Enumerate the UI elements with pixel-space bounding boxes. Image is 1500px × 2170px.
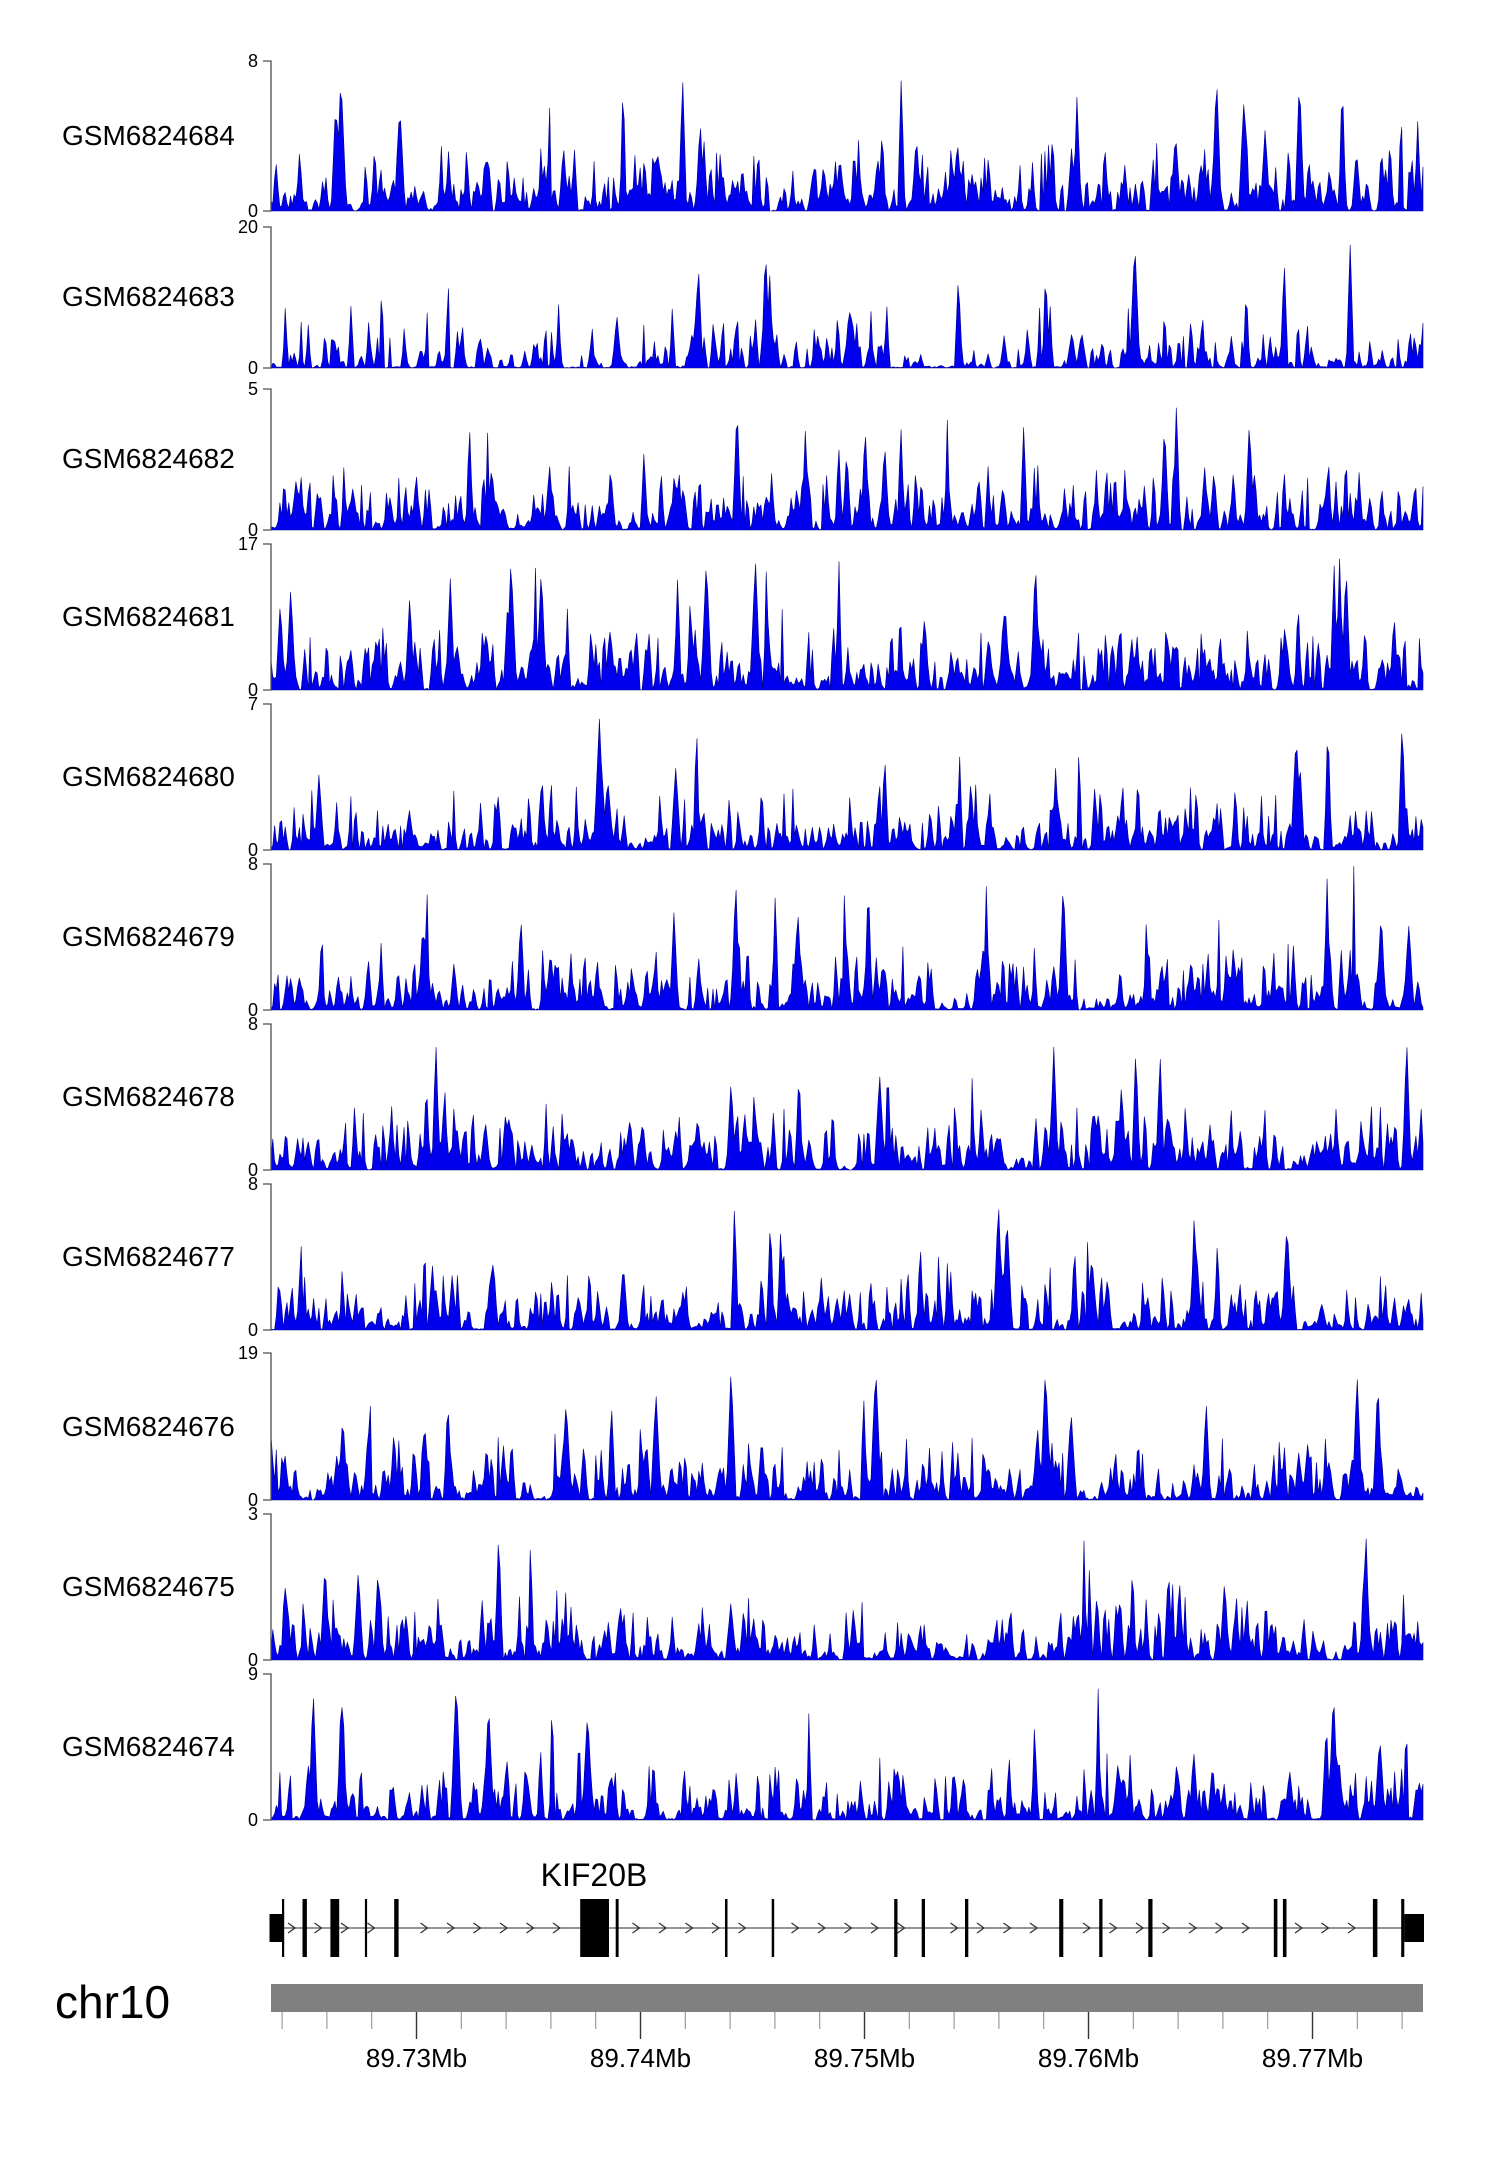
svg-text:89.76Mb: 89.76Mb: [1038, 2043, 1139, 2073]
svg-text:5: 5: [248, 379, 258, 399]
svg-text:8: 8: [248, 51, 258, 71]
svg-text:9: 9: [248, 1664, 258, 1684]
svg-text:17: 17: [238, 534, 258, 554]
svg-text:0: 0: [248, 358, 258, 378]
svg-text:20: 20: [238, 217, 258, 237]
svg-text:8: 8: [248, 1174, 258, 1194]
svg-text:7: 7: [248, 694, 258, 714]
svg-text:89.77Mb: 89.77Mb: [1262, 2043, 1363, 2073]
svg-text:0: 0: [248, 1320, 258, 1340]
svg-text:8: 8: [248, 1014, 258, 1034]
svg-text:89.73Mb: 89.73Mb: [366, 2043, 467, 2073]
svg-text:0: 0: [248, 1810, 258, 1830]
svg-text:3: 3: [248, 1504, 258, 1524]
svg-text:19: 19: [238, 1343, 258, 1363]
svg-text:8: 8: [248, 854, 258, 874]
svg-text:89.75Mb: 89.75Mb: [814, 2043, 915, 2073]
svg-text:89.74Mb: 89.74Mb: [590, 2043, 691, 2073]
